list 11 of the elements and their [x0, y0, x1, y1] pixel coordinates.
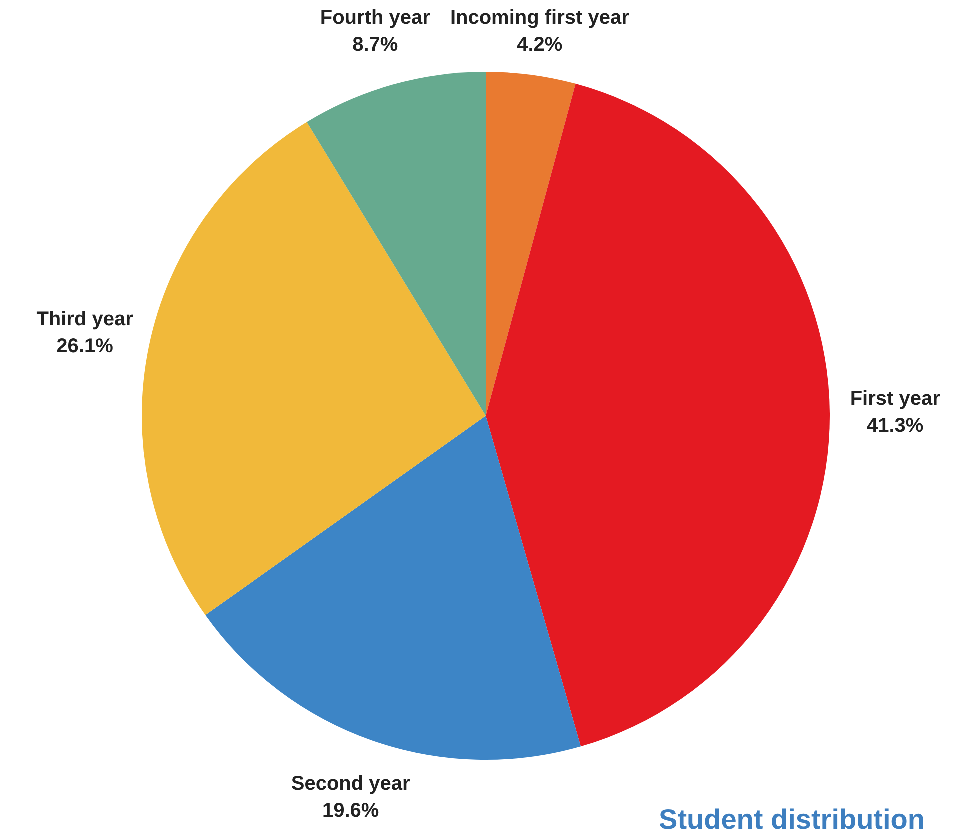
slice-label: Fourth year	[320, 7, 431, 30]
slice-label: Third year	[36, 308, 134, 331]
text: Student distribution	[659, 804, 925, 836]
slice-label: Incoming first year	[450, 7, 630, 30]
slice-label: First year	[850, 388, 941, 410]
data-label: 26.1%	[56, 336, 114, 358]
data-label: 41.3%	[866, 414, 924, 437]
slice-label: Second year	[291, 773, 411, 796]
data-label: 8.7%	[352, 34, 398, 56]
data-label: 19.6%	[322, 800, 380, 822]
data-label: 4.2%	[517, 34, 563, 56]
